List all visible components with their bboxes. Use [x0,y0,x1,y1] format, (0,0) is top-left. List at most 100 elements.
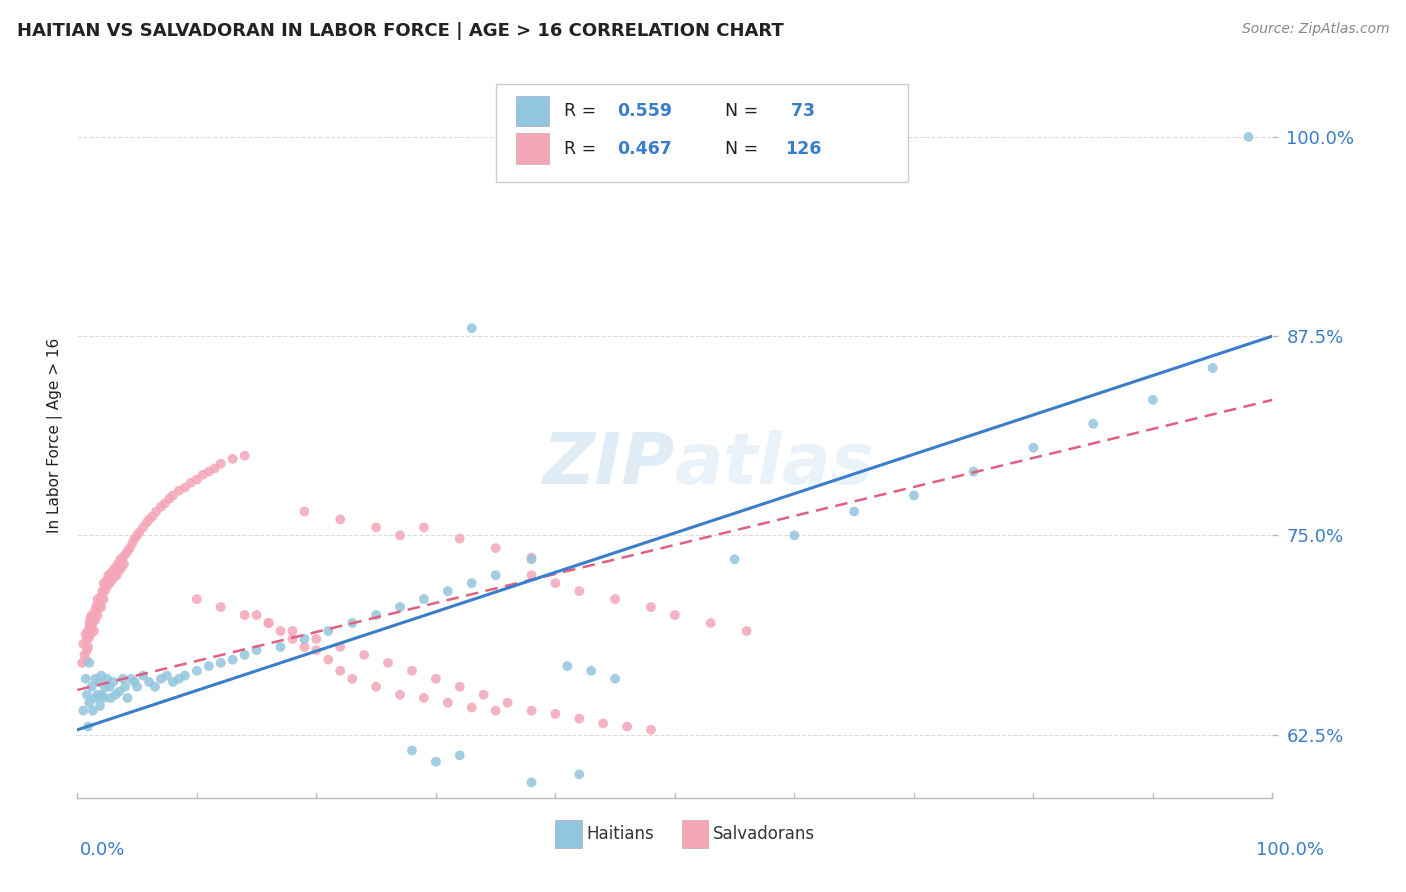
Point [735,624,758,638]
Point [342,672,364,686]
Point [388,528,412,542]
Point [413,690,436,705]
Point [449,748,471,763]
Point [162,675,184,690]
Point [94,584,117,599]
Point [73,648,96,662]
Text: 126: 126 [785,139,821,158]
Point [101,573,124,587]
Point [233,608,256,623]
Point [318,653,340,667]
Y-axis label: In Labor Force | Age > 16: In Labor Force | Age > 16 [48,338,63,533]
Point [963,465,986,479]
Point [120,672,142,686]
Point [79,621,101,635]
Point [257,615,280,630]
Point [292,504,315,518]
Point [233,648,256,662]
Point [84,672,107,686]
Point [103,570,125,584]
Point [142,509,165,524]
Point [209,457,232,471]
Text: 0.559: 0.559 [617,102,672,120]
Point [281,624,304,638]
Point [96,573,118,587]
Point [640,723,662,737]
Point [157,491,180,506]
Point [520,704,543,718]
Text: atlas: atlas [675,430,875,500]
Point [84,613,107,627]
Point [75,672,97,686]
Point [124,675,146,690]
Point [557,659,579,673]
Point [103,563,124,577]
Point [640,600,662,615]
FancyBboxPatch shape [496,84,908,182]
Point [72,637,94,651]
Point [437,696,460,710]
Point [292,632,315,646]
Point [191,467,214,482]
Point [87,600,110,615]
Point [80,680,103,694]
Point [544,576,567,591]
Point [72,704,94,718]
Point [568,767,591,781]
Point [342,615,364,630]
Point [903,489,925,503]
Point [93,592,115,607]
Point [329,664,352,678]
Text: N =: N = [725,139,763,158]
Point [111,550,134,565]
Point [197,659,219,673]
Point [127,680,149,694]
Point [605,672,627,686]
Point [87,675,110,690]
Point [167,672,190,686]
Point [79,615,101,630]
Point [664,608,686,623]
Point [449,532,471,546]
Point [114,680,136,694]
Point [90,600,112,615]
Point [79,631,101,645]
Point [70,656,93,670]
Point [94,680,117,694]
Point [108,684,131,698]
Point [329,640,352,654]
Bar [682,820,709,847]
Point [496,696,519,710]
Point [186,473,208,487]
Point [1142,392,1164,407]
Point [461,700,484,714]
Point [107,557,129,571]
Point [79,656,101,670]
Point [104,560,127,574]
Text: 73: 73 [785,102,815,120]
Point [366,520,388,534]
Point [413,592,436,607]
Point [90,589,112,603]
Point [520,550,543,565]
Point [105,568,128,582]
Point [112,557,135,571]
Point [114,548,136,562]
Bar [555,820,582,847]
Point [110,560,132,574]
Point [145,504,167,518]
Point [162,489,184,503]
Point [86,592,108,607]
Point [86,688,108,702]
Point [79,611,101,625]
Point [174,668,197,682]
Point [233,449,256,463]
Point [110,552,132,566]
Point [153,496,176,510]
Point [96,672,118,686]
Text: Salvadorans: Salvadorans [713,825,815,843]
Point [128,525,150,540]
Point [76,688,98,702]
Point [108,563,131,577]
Point [1083,417,1105,431]
